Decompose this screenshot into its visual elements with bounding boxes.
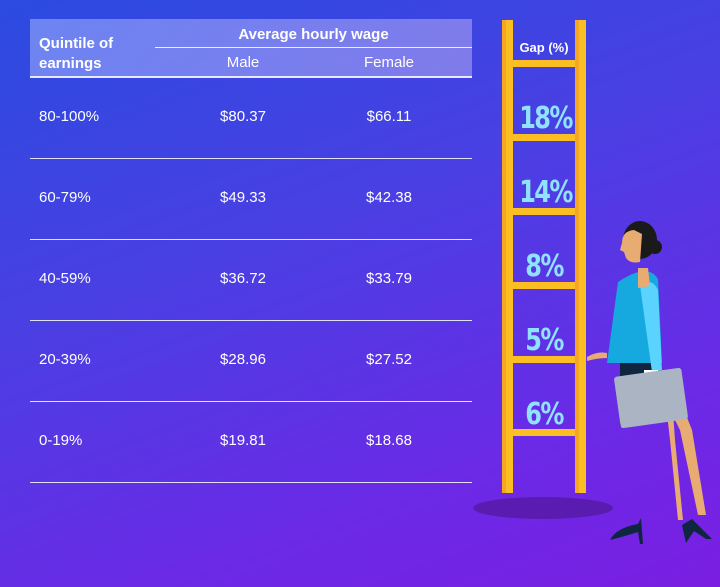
shadow — [473, 497, 613, 519]
female-wage-cell: $27.52 — [366, 351, 412, 368]
woman-illustration — [587, 221, 712, 544]
table-row: 60-79% $49.33 $42.38 — [30, 158, 472, 240]
gap-value: 14% — [519, 175, 573, 210]
table-row: 40-59% $36.72 $33.79 — [30, 239, 472, 321]
male-wage-cell: $49.33 — [220, 189, 266, 206]
table-header: Quintile of earnings Average hourly wage… — [30, 19, 472, 78]
quintile-cell: 0-19% — [39, 432, 83, 449]
male-wage-cell: $36.72 — [220, 270, 266, 287]
average-wage-header: Average hourly wage — [238, 26, 389, 43]
gap-value: 8% — [525, 249, 564, 284]
quintile-cell: 40-59% — [39, 270, 91, 287]
quintile-header: Quintile of earnings — [39, 35, 114, 72]
quintile-cell: 60-79% — [39, 189, 91, 206]
male-wage-cell: $28.96 — [220, 351, 266, 368]
gap-value: 18% — [519, 101, 573, 136]
header-divider — [155, 47, 472, 48]
ladder-illustration — [473, 20, 712, 544]
gap-value: 5% — [525, 323, 564, 358]
table-row: 0-19% $19.81 $18.68 — [30, 401, 472, 483]
male-wage-cell: $19.81 — [220, 432, 266, 449]
female-wage-cell: $66.11 — [366, 108, 412, 125]
female-wage-cell: $18.68 — [366, 432, 412, 449]
female-header: Female — [363, 54, 415, 71]
male-wage-cell: $80.37 — [220, 108, 266, 125]
quintile-cell: 20-39% — [39, 351, 91, 368]
gap-header: Gap (%) — [519, 40, 569, 55]
ladder — [502, 20, 586, 493]
female-wage-cell: $42.38 — [366, 189, 412, 206]
male-header: Male — [226, 54, 260, 71]
quintile-cell: 80-100% — [39, 108, 100, 125]
table-row: 80-100% $80.37 $66.11 — [30, 77, 472, 159]
female-wage-cell: $33.79 — [366, 270, 412, 287]
gap-value: 6% — [525, 397, 564, 432]
table-row: 20-39% $28.96 $27.52 — [30, 320, 472, 402]
